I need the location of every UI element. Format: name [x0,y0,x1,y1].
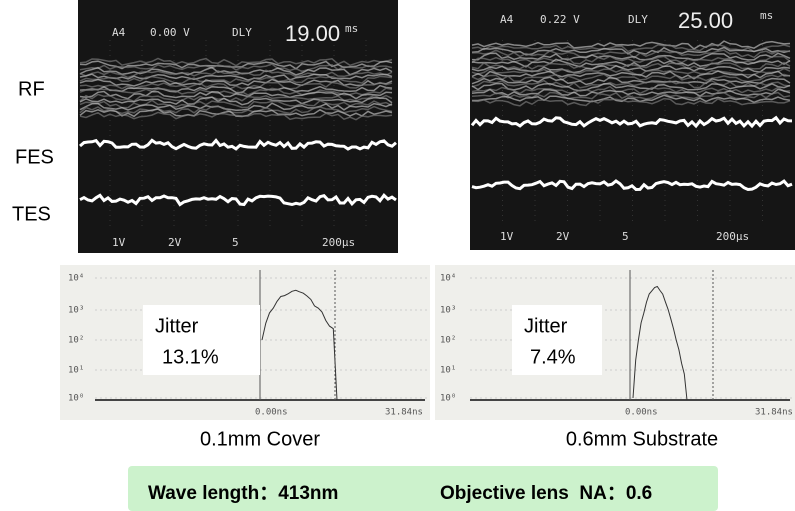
rf-signal [471,52,791,61]
hist-curve [632,285,688,401]
hist-y-label: 10² [68,336,84,346]
hist-y-label: 10³ [440,306,456,316]
rf-signal [79,73,393,81]
scope-delay: 19.00 [285,21,340,46]
hist-y-label: 10⁰ [440,394,456,404]
rf-signal [471,67,791,77]
hist-y-label: 10⁴ [68,274,84,284]
rf-signal [79,105,393,115]
rf-signal [79,111,393,121]
fes-signal [79,138,397,151]
hist-y-label: 10⁴ [440,274,456,284]
row-label: RF [18,78,45,100]
rf-signal [471,55,791,65]
rf-signal [79,66,393,76]
hist-x-end: 31.84ns [755,408,793,418]
hist-y-label: 10² [440,336,456,346]
hist-curve [261,289,338,401]
rf-signal [471,79,791,89]
rf-signal [79,75,393,85]
scope-channel: A4 [500,13,514,26]
row-label: FES [15,146,54,168]
tes-signal [79,193,397,207]
jitter-label: Jitter [155,315,199,337]
hist-x-start: 0.00ns [255,408,288,418]
scope-scale: 2V [168,236,182,249]
scope-scale: 200μs [716,230,749,243]
condition: Wave length：413nm [148,483,338,504]
rf-signal [79,84,393,94]
rf-signal [471,88,791,97]
scope-scale: 2V [556,230,570,243]
rf-signal [471,40,791,50]
hist-y-label: 10¹ [440,366,456,376]
rf-signal [471,49,791,59]
rf-signal [79,60,393,70]
scope-mode: DLY [628,13,648,26]
scope-delay-unit: ms [345,22,358,35]
scope-channel: A4 [112,26,126,39]
conditions-box [128,466,718,511]
scope-volts: 0.00 V [150,26,190,39]
rf-signal [471,43,791,53]
rf-signal [472,94,791,104]
scope-scale: 5 [622,230,629,243]
scope-mode: DLY [232,26,252,39]
rf-signal [471,82,791,92]
hist-x-start: 0.00ns [625,408,658,418]
rf-signal [471,61,791,70]
rf-signal [471,85,791,95]
rf-signal [471,70,791,80]
rf-signal [471,73,791,83]
rf-signal [79,90,393,100]
hist-y-label: 10³ [68,306,84,316]
rf-signal [471,97,791,107]
rf-signal [79,57,393,67]
rf-signal [471,76,791,86]
scope-scale: 200μs [322,236,355,249]
rf-signal [79,63,393,73]
hist-y-label: 10¹ [68,366,84,376]
jitter-value: 13.1% [162,346,219,368]
jitter-box [512,305,602,375]
row-label: TES [12,203,51,225]
jitter-value: 7.4% [530,346,576,368]
rf-signal [471,91,791,100]
caption: 0.1mm Cover [200,428,320,450]
scope-delay: 25.00 [678,8,733,33]
rf-signal [79,99,393,109]
histogram-panel [435,265,795,420]
condition: Objective lens NA：0.6 [440,483,652,504]
fes-signal [470,115,793,129]
caption: 0.6mm Substrate [566,428,718,450]
jitter-box [143,305,260,375]
scope-scale: 1V [112,236,126,249]
scope-scale: 1V [500,230,514,243]
tes-signal [471,179,793,192]
jitter-label: Jitter [524,315,568,337]
rf-signal [471,64,791,74]
hist-x-end: 31.84ns [385,408,423,418]
rf-signal [79,102,393,112]
hist-y-label: 10⁰ [68,394,84,404]
rf-signal [79,93,393,103]
rf-signal [79,96,393,106]
scope-volts: 0.22 V [540,13,580,26]
scope-delay-unit: ms [760,9,773,22]
rf-signal [79,69,393,79]
scope-scale: 5 [232,236,239,249]
